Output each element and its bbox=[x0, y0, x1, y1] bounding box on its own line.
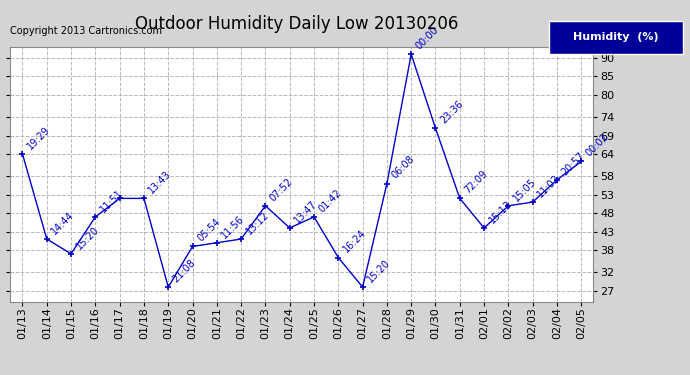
Text: 00:00: 00:00 bbox=[414, 25, 441, 51]
Text: 11:51: 11:51 bbox=[98, 188, 125, 214]
Text: 01:42: 01:42 bbox=[317, 188, 344, 214]
Text: 19:29: 19:29 bbox=[26, 124, 52, 151]
Text: 21:08: 21:08 bbox=[171, 258, 198, 284]
Text: 07:52: 07:52 bbox=[268, 176, 295, 203]
Text: 72:09: 72:09 bbox=[462, 169, 489, 196]
Text: 16:24: 16:24 bbox=[341, 228, 368, 255]
Text: 11:02: 11:02 bbox=[535, 172, 562, 200]
Text: 20:57: 20:57 bbox=[560, 150, 586, 177]
Text: 13:47: 13:47 bbox=[293, 198, 319, 225]
Text: 15:20: 15:20 bbox=[366, 258, 392, 284]
Text: 00:02: 00:02 bbox=[584, 132, 611, 159]
Text: 13:12: 13:12 bbox=[244, 210, 270, 236]
Text: Copyright 2013 Cartronics.com: Copyright 2013 Cartronics.com bbox=[10, 26, 162, 36]
Text: Outdoor Humidity Daily Low 20130206: Outdoor Humidity Daily Low 20130206 bbox=[135, 15, 458, 33]
Text: 05:54: 05:54 bbox=[195, 217, 222, 244]
Text: 23:36: 23:36 bbox=[438, 99, 465, 125]
Text: 15:20: 15:20 bbox=[74, 224, 101, 251]
Text: 13:43: 13:43 bbox=[147, 169, 173, 196]
Text: Humidity  (%): Humidity (%) bbox=[573, 33, 659, 42]
Text: 14:44: 14:44 bbox=[50, 210, 77, 236]
Text: 15:13: 15:13 bbox=[487, 198, 513, 225]
Text: 06:08: 06:08 bbox=[390, 154, 416, 181]
Text: 11:56: 11:56 bbox=[219, 213, 246, 240]
Text: 15:05: 15:05 bbox=[511, 176, 538, 203]
